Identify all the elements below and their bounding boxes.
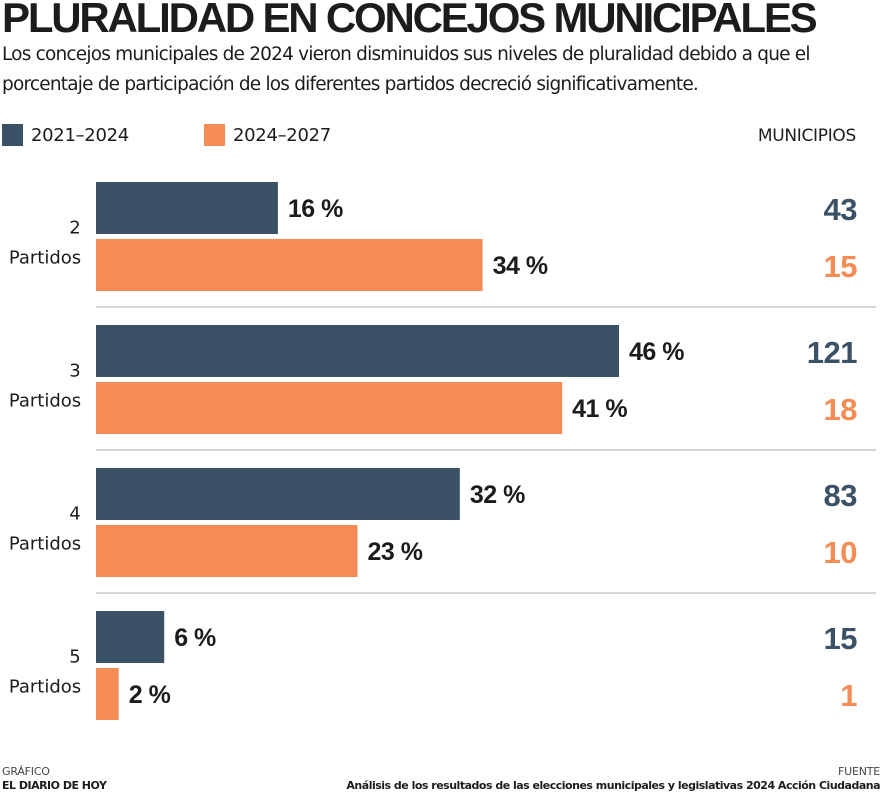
chart-subtitle: Los concejos municipales de 2024 vieron … xyxy=(2,44,811,95)
credit-value: EL DIARIO DE HOY xyxy=(2,779,107,792)
bar-2021-2024 xyxy=(96,468,460,520)
source-label: FUENTE xyxy=(837,765,880,778)
bar-value-label: 32 % xyxy=(470,481,525,509)
legend-label: 2024–2027 xyxy=(233,124,331,146)
footer-source: FUENTE Análisis de los resultados de las… xyxy=(346,765,880,793)
category-label-number: 4 xyxy=(69,504,80,525)
municipios-value: 43 xyxy=(824,192,858,227)
legend-item-2024-2027: 2024–2027 xyxy=(204,124,331,146)
credit-label: GRÁFICO xyxy=(2,765,50,778)
bar-value-label: 46 % xyxy=(629,338,684,366)
category-label-number: 3 xyxy=(69,361,80,382)
bar-2024-2027 xyxy=(96,668,119,720)
legend-swatch-2021-2024 xyxy=(2,124,23,146)
legend-label: 2021–2024 xyxy=(31,124,129,146)
bar-value-label: 41 % xyxy=(572,395,627,423)
municipios-value: 121 xyxy=(807,335,857,370)
category-label-text: Partidos xyxy=(9,248,81,269)
bar-value-label: 34 % xyxy=(493,252,548,280)
bar-2021-2024 xyxy=(96,611,165,663)
legend-swatch-2024-2027 xyxy=(204,124,225,146)
bar-value-label: 23 % xyxy=(368,538,423,566)
chart-title: PLURALIDAD EN CONCEJOS MUNICIPALES xyxy=(2,0,818,41)
municipios-value: 1 xyxy=(840,678,857,713)
municipios-value: 83 xyxy=(824,478,858,513)
bar-2024-2027 xyxy=(96,239,483,291)
footer-credit: GRÁFICO EL DIARIO DE HOY xyxy=(2,765,107,793)
category-label-text: Partidos xyxy=(9,391,81,412)
category-label-text: Partidos xyxy=(9,534,81,555)
municipios-column-header: MUNICIPIOS xyxy=(757,126,856,146)
bar-value-label: 16 % xyxy=(288,195,343,223)
bar-2021-2024 xyxy=(96,182,278,234)
municipios-value: 18 xyxy=(824,392,858,427)
legend-item-2021-2024: 2021–2024 xyxy=(2,124,129,146)
category-label-number: 2 xyxy=(69,218,80,239)
bar-value-label: 2 % xyxy=(129,681,171,709)
municipios-value: 15 xyxy=(824,621,858,656)
municipios-value: 10 xyxy=(824,535,857,570)
bar-2021-2024 xyxy=(96,325,619,377)
bar-value-label: 6 % xyxy=(174,624,216,652)
category-label-number: 5 xyxy=(69,647,80,668)
bar-2024-2027 xyxy=(96,525,358,577)
category-label-text: Partidos xyxy=(9,677,81,698)
source-value: Análisis de los resultados de las elecci… xyxy=(346,779,880,792)
bar-2024-2027 xyxy=(96,382,563,434)
municipios-value: 15 xyxy=(824,249,858,284)
